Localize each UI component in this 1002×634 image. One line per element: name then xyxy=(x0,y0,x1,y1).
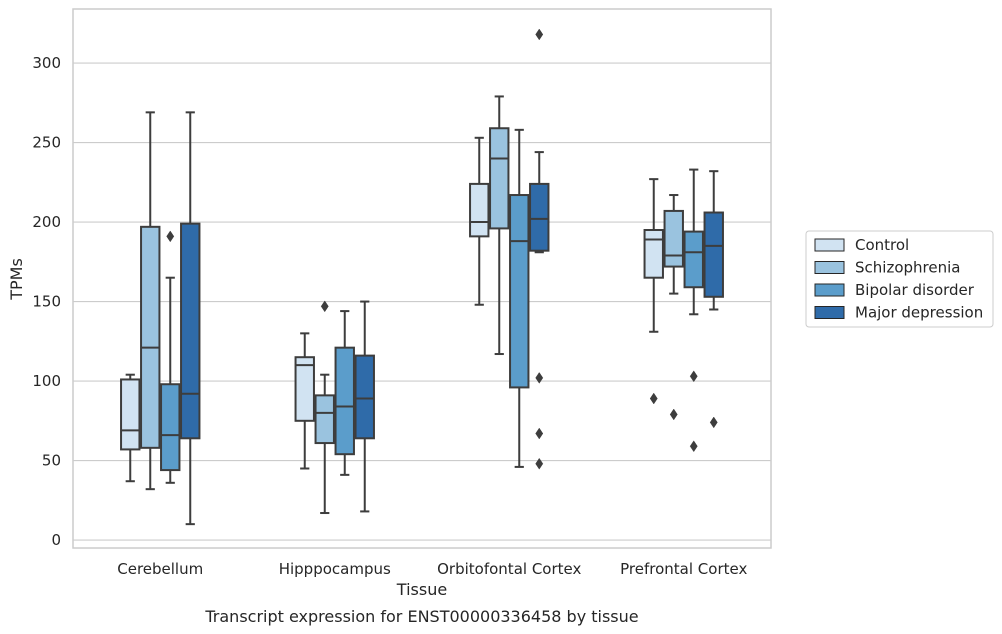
y-tick-label: 100 xyxy=(32,372,61,390)
y-tick-label: 50 xyxy=(42,452,61,470)
box xyxy=(180,222,201,440)
box xyxy=(140,225,161,449)
x-tick-labels: Cerebellum Hipppocampus Orbitofontal Corte… xyxy=(117,560,747,578)
outlier-point xyxy=(320,300,329,313)
legend-label: Bipolar disorder xyxy=(855,281,975,299)
legend-swatch xyxy=(814,238,845,252)
legend-label: Schizophrenia xyxy=(855,259,960,277)
legend-label: Control xyxy=(855,236,909,254)
legend-frame xyxy=(805,230,994,328)
y-axis-title: TPMs xyxy=(7,258,26,301)
box xyxy=(354,354,375,440)
box xyxy=(529,182,550,252)
box xyxy=(314,394,335,445)
box xyxy=(294,356,315,422)
x-axis-title: Tissue xyxy=(396,580,447,599)
y-tick-label: 300 xyxy=(32,54,61,72)
y-tick-labels: 0 50 100 150 200 250 300 xyxy=(32,54,61,549)
chart-title: Transcript expression for ENST0000033645… xyxy=(204,607,638,626)
box xyxy=(663,209,684,268)
outlier-point xyxy=(535,457,544,470)
box-group xyxy=(489,95,510,356)
box xyxy=(509,194,530,389)
outlier-point xyxy=(535,372,544,384)
plot-frame xyxy=(72,8,772,549)
box xyxy=(120,378,141,451)
legend-label: Major depression xyxy=(855,304,983,322)
box-group xyxy=(509,128,530,468)
box-group xyxy=(703,170,724,429)
outlier-point xyxy=(689,370,698,383)
outlier-point xyxy=(535,28,544,41)
box-group xyxy=(180,111,201,526)
legend-swatch xyxy=(814,306,845,319)
outlier-point xyxy=(669,408,678,421)
box-group xyxy=(354,300,375,513)
box-group xyxy=(683,168,704,453)
box xyxy=(334,346,355,456)
box-group xyxy=(314,300,335,515)
x-tick-label: Prefrontal Cortex xyxy=(620,560,747,578)
box-group xyxy=(160,230,181,484)
y-tick-label: 200 xyxy=(32,213,61,231)
box xyxy=(489,127,510,230)
x-tick-label: Orbitofontal Cortex xyxy=(437,560,581,578)
y-tick-label: 0 xyxy=(51,531,61,549)
x-tick-label: Hipppocampus xyxy=(279,560,391,578)
boxes xyxy=(120,28,724,526)
box xyxy=(683,230,704,289)
outlier-point xyxy=(709,416,718,429)
box xyxy=(160,383,181,472)
box xyxy=(703,211,724,298)
outlier-point xyxy=(649,392,658,405)
y-tick-label: 150 xyxy=(32,293,61,311)
legend-swatch xyxy=(814,283,845,297)
box-group xyxy=(663,194,684,421)
x-tick-label: Cerebellum xyxy=(117,560,203,578)
y-tick-label: 250 xyxy=(32,134,61,152)
box xyxy=(469,182,490,238)
box-group xyxy=(334,310,355,476)
legend: Control Schizophrenia Bipolar disorder Majo… xyxy=(805,230,994,328)
box-group xyxy=(140,111,161,491)
box-group xyxy=(469,136,490,306)
box-group xyxy=(643,178,664,405)
outlier-point xyxy=(166,230,175,243)
box-group xyxy=(294,332,315,470)
legend-swatch xyxy=(814,261,845,274)
outlier-point xyxy=(689,440,698,453)
box-group xyxy=(120,373,141,483)
outlier-point xyxy=(535,427,544,440)
box xyxy=(643,229,664,279)
box-group xyxy=(529,28,550,470)
